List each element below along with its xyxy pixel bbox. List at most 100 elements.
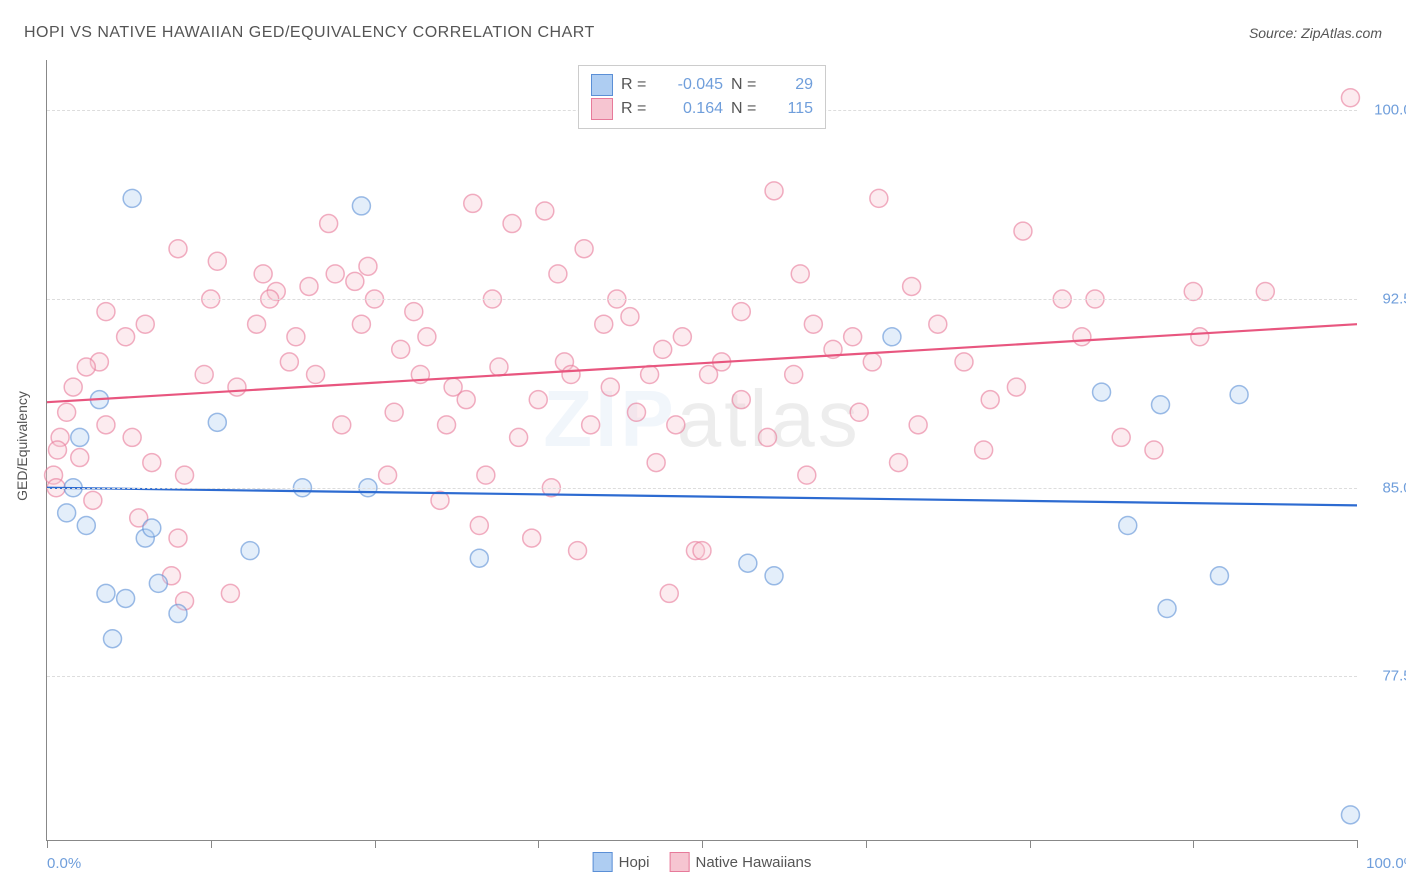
scatter-point <box>248 315 266 333</box>
scatter-point <box>975 441 993 459</box>
scatter-point <box>123 428 141 446</box>
legend-swatch <box>669 852 689 872</box>
x-min-label: 0.0% <box>47 855 81 872</box>
legend-item: Native Hawaiians <box>669 852 811 872</box>
x-tick <box>1193 840 1194 848</box>
gridline <box>47 676 1357 677</box>
scatter-point <box>228 378 246 396</box>
scatter-point <box>457 391 475 409</box>
scatter-point <box>582 416 600 434</box>
scatter-point <box>883 328 901 346</box>
legend-stats: R =-0.045N =29R =0.164N =115 <box>578 65 826 129</box>
x-tick <box>1030 840 1031 848</box>
scatter-point <box>117 589 135 607</box>
scatter-point <box>732 391 750 409</box>
legend-swatch <box>593 852 613 872</box>
scatter-point <box>510 428 528 446</box>
scatter-point <box>58 403 76 421</box>
scatter-point <box>732 303 750 321</box>
scatter-point <box>621 308 639 326</box>
legend-swatch <box>591 98 613 120</box>
scatter-point <box>143 454 161 472</box>
scatter-point <box>1145 441 1163 459</box>
scatter-point <box>785 366 803 384</box>
scatter-point <box>1158 600 1176 618</box>
scatter-point <box>909 416 927 434</box>
scatter-point <box>477 466 495 484</box>
scatter-point <box>1256 282 1274 300</box>
scatter-point <box>929 315 947 333</box>
x-tick <box>375 840 376 848</box>
scatter-point <box>208 413 226 431</box>
scatter-point <box>346 272 364 290</box>
scatter-point <box>569 542 587 560</box>
regression-line <box>47 324 1357 402</box>
scatter-point <box>601 378 619 396</box>
scatter-point <box>77 358 95 376</box>
scatter-point <box>549 265 567 283</box>
y-axis-label: GED/Equivalency <box>14 391 30 501</box>
scatter-point <box>955 353 973 371</box>
x-tick <box>866 840 867 848</box>
scatter-point <box>136 315 154 333</box>
scatter-plot <box>47 60 1357 840</box>
scatter-point <box>903 277 921 295</box>
scatter-point <box>149 574 167 592</box>
scatter-point <box>241 542 259 560</box>
scatter-point <box>169 240 187 258</box>
scatter-point <box>104 630 122 648</box>
scatter-point <box>667 416 685 434</box>
scatter-point <box>490 358 508 376</box>
legend-series: Hopi Native Hawaiians <box>593 852 812 872</box>
x-tick <box>702 840 703 848</box>
scatter-point <box>287 328 305 346</box>
scatter-point <box>117 328 135 346</box>
scatter-point <box>221 584 239 602</box>
legend-stats-row: R =0.164N =115 <box>591 98 813 120</box>
scatter-point <box>562 366 580 384</box>
n-label: N = <box>731 100 765 118</box>
scatter-point <box>320 215 338 233</box>
gridline <box>47 299 1357 300</box>
scatter-point <box>84 491 102 509</box>
scatter-point <box>1119 516 1137 534</box>
scatter-point <box>1093 383 1111 401</box>
n-label: N = <box>731 76 765 94</box>
legend-label: Hopi <box>619 854 650 871</box>
scatter-point <box>470 516 488 534</box>
scatter-point <box>405 303 423 321</box>
scatter-point <box>97 584 115 602</box>
r-value: -0.045 <box>663 76 723 94</box>
scatter-point <box>503 215 521 233</box>
scatter-point <box>470 549 488 567</box>
source-label: Source: ZipAtlas.com <box>1249 25 1382 41</box>
scatter-point <box>1112 428 1130 446</box>
scatter-point <box>300 277 318 295</box>
scatter-point <box>765 567 783 585</box>
scatter-point <box>523 529 541 547</box>
scatter-point <box>660 584 678 602</box>
r-value: 0.164 <box>663 100 723 118</box>
scatter-point <box>791 265 809 283</box>
legend-label: Native Hawaiians <box>695 854 811 871</box>
scatter-point <box>254 265 272 283</box>
scatter-point <box>759 428 777 446</box>
scatter-point <box>863 353 881 371</box>
scatter-point <box>333 416 351 434</box>
scatter-point <box>208 252 226 270</box>
regression-line <box>47 488 1357 506</box>
scatter-point <box>176 466 194 484</box>
legend-item: Hopi <box>593 852 650 872</box>
scatter-point <box>641 366 659 384</box>
scatter-point <box>352 315 370 333</box>
scatter-point <box>71 449 89 467</box>
scatter-point <box>379 466 397 484</box>
scatter-point <box>765 182 783 200</box>
scatter-point <box>575 240 593 258</box>
scatter-point <box>529 391 547 409</box>
scatter-point <box>97 303 115 321</box>
scatter-point <box>1152 396 1170 414</box>
n-value: 29 <box>773 76 813 94</box>
scatter-point <box>798 466 816 484</box>
scatter-point <box>628 403 646 421</box>
